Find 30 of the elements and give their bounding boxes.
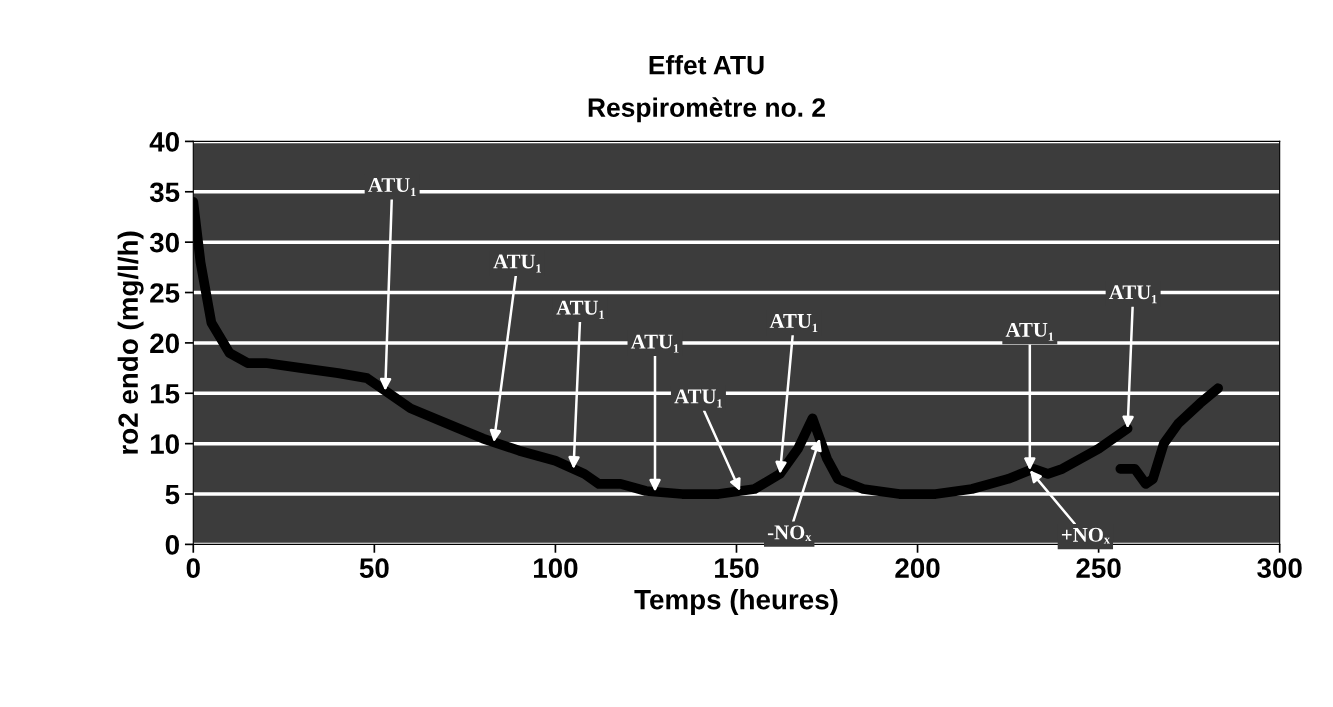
x-tick-label: 100 (534, 558, 578, 578)
x-tick-label: 0 (186, 558, 200, 578)
x-tick-label: 200 (895, 558, 940, 578)
x-tick-label: 250 (1076, 558, 1121, 578)
annotation: ATU₁ (1109, 285, 1157, 304)
y-tick-label: 10 (150, 434, 179, 454)
y-axis-title: ro2 endo (mg/l/h) (117, 231, 144, 454)
x-tick-label: 150 (715, 558, 759, 578)
y-tick-label: 35 (149, 182, 180, 203)
y-tick-label: 20 (150, 333, 179, 354)
x-tick-label: 50 (359, 558, 389, 578)
annotation: ATU₁ (556, 300, 604, 319)
annotation: +NOₓ (1061, 527, 1110, 544)
annotation: ATU₁ (493, 254, 541, 273)
annotation: ATU₁ (630, 334, 679, 353)
annotation: ATU₁ (368, 178, 416, 197)
y-tick-label: 25 (150, 283, 180, 303)
y-tick-label: 30 (149, 232, 179, 253)
chart-subtitle: Respiromètre no. 2 (588, 97, 825, 123)
chart-title: Effet ATU (649, 55, 764, 75)
y-tick-label: 40 (149, 132, 179, 152)
x-tick-label: 300 (1257, 558, 1302, 579)
annotation: ATU₁ (1005, 322, 1054, 341)
x-axis-title: Temps (heures) (634, 589, 838, 615)
y-tick-label: 0 (165, 535, 179, 555)
annotation: -NOₓ (767, 525, 812, 541)
y-tick-label: 15 (150, 384, 180, 404)
y-tick-label: 5 (165, 484, 180, 505)
annotation: ATU₁ (769, 314, 818, 332)
annotation: ATU₁ (674, 389, 722, 408)
